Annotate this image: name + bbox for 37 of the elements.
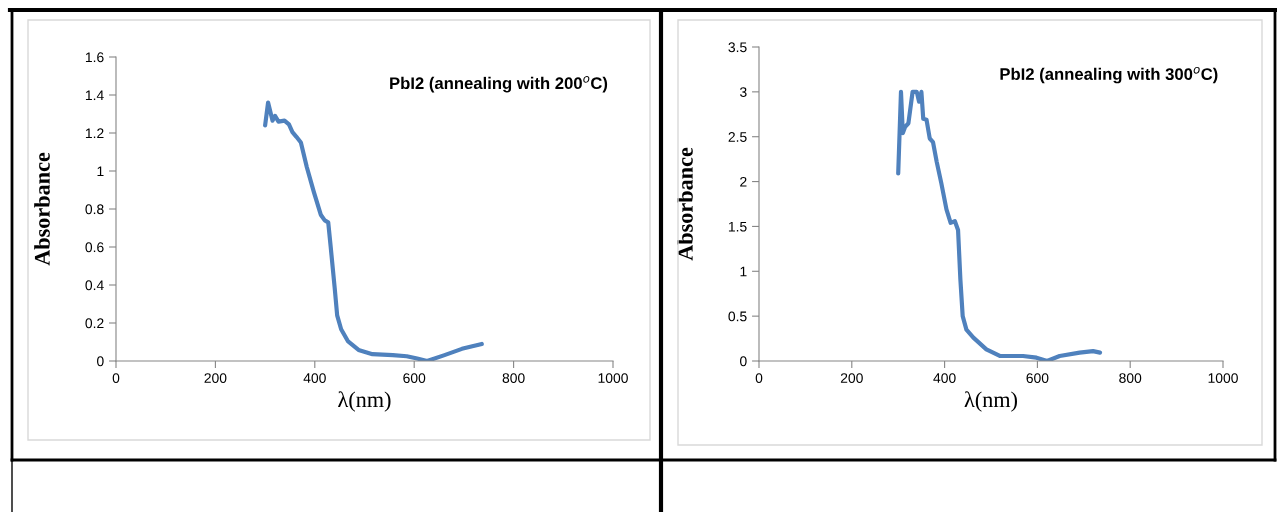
x-tick-label: 1000 bbox=[598, 373, 628, 384]
y-tick-label: 0.2 bbox=[85, 318, 104, 329]
y-tick-label: 1.2 bbox=[85, 128, 104, 139]
y-tick-label: 0 bbox=[740, 356, 747, 367]
y-tick-label: 0.5 bbox=[728, 311, 747, 322]
x-tick-label: 600 bbox=[403, 373, 426, 384]
x-tick-label: 0 bbox=[755, 373, 763, 384]
x-tick-label: 400 bbox=[303, 373, 326, 384]
y-tick-label: 3.5 bbox=[728, 42, 747, 53]
y-tick-label: 1.6 bbox=[85, 52, 104, 63]
y-axis-title: Absorbance bbox=[677, 147, 693, 261]
y-tick-label: 0.6 bbox=[85, 242, 104, 253]
y-axis-title: Absorbance bbox=[34, 152, 50, 266]
x-tick-label: 800 bbox=[502, 373, 525, 384]
y-tick-label: 2.5 bbox=[728, 132, 747, 142]
x-axis-title: λ(nm) bbox=[964, 391, 1018, 412]
y-tick-label: 0 bbox=[97, 356, 104, 367]
y-tick-label: 1 bbox=[740, 266, 747, 277]
x-tick-label: 200 bbox=[204, 373, 227, 384]
x-tick-label: 1000 bbox=[1208, 373, 1238, 384]
x-tick-label: 0 bbox=[112, 373, 120, 384]
text: PbI2 (annealing with 300$^{o}$C) bbox=[1000, 66, 1218, 84]
y-tick-label: 1.5 bbox=[728, 221, 747, 232]
text: PbI2 (annealing with 200$^{o}$C) bbox=[390, 76, 608, 93]
x-tick-label: 600 bbox=[1026, 373, 1049, 384]
x-tick-label: 200 bbox=[840, 373, 863, 384]
x-tick-label: 800 bbox=[1119, 373, 1142, 384]
x-axis-title: λ(nm) bbox=[338, 391, 391, 412]
y-tick-label: 0.8 bbox=[85, 204, 104, 215]
y-tick-label: 3 bbox=[740, 87, 747, 98]
y-tick-label: 1 bbox=[97, 166, 104, 177]
y-tick-label: 1.4 bbox=[85, 90, 104, 101]
y-tick-label: 0.4 bbox=[85, 280, 104, 291]
x-tick-label: 400 bbox=[933, 373, 956, 384]
y-tick-label: 2 bbox=[740, 176, 747, 187]
line-series bbox=[896, 89, 1103, 361]
line-series bbox=[263, 100, 484, 361]
